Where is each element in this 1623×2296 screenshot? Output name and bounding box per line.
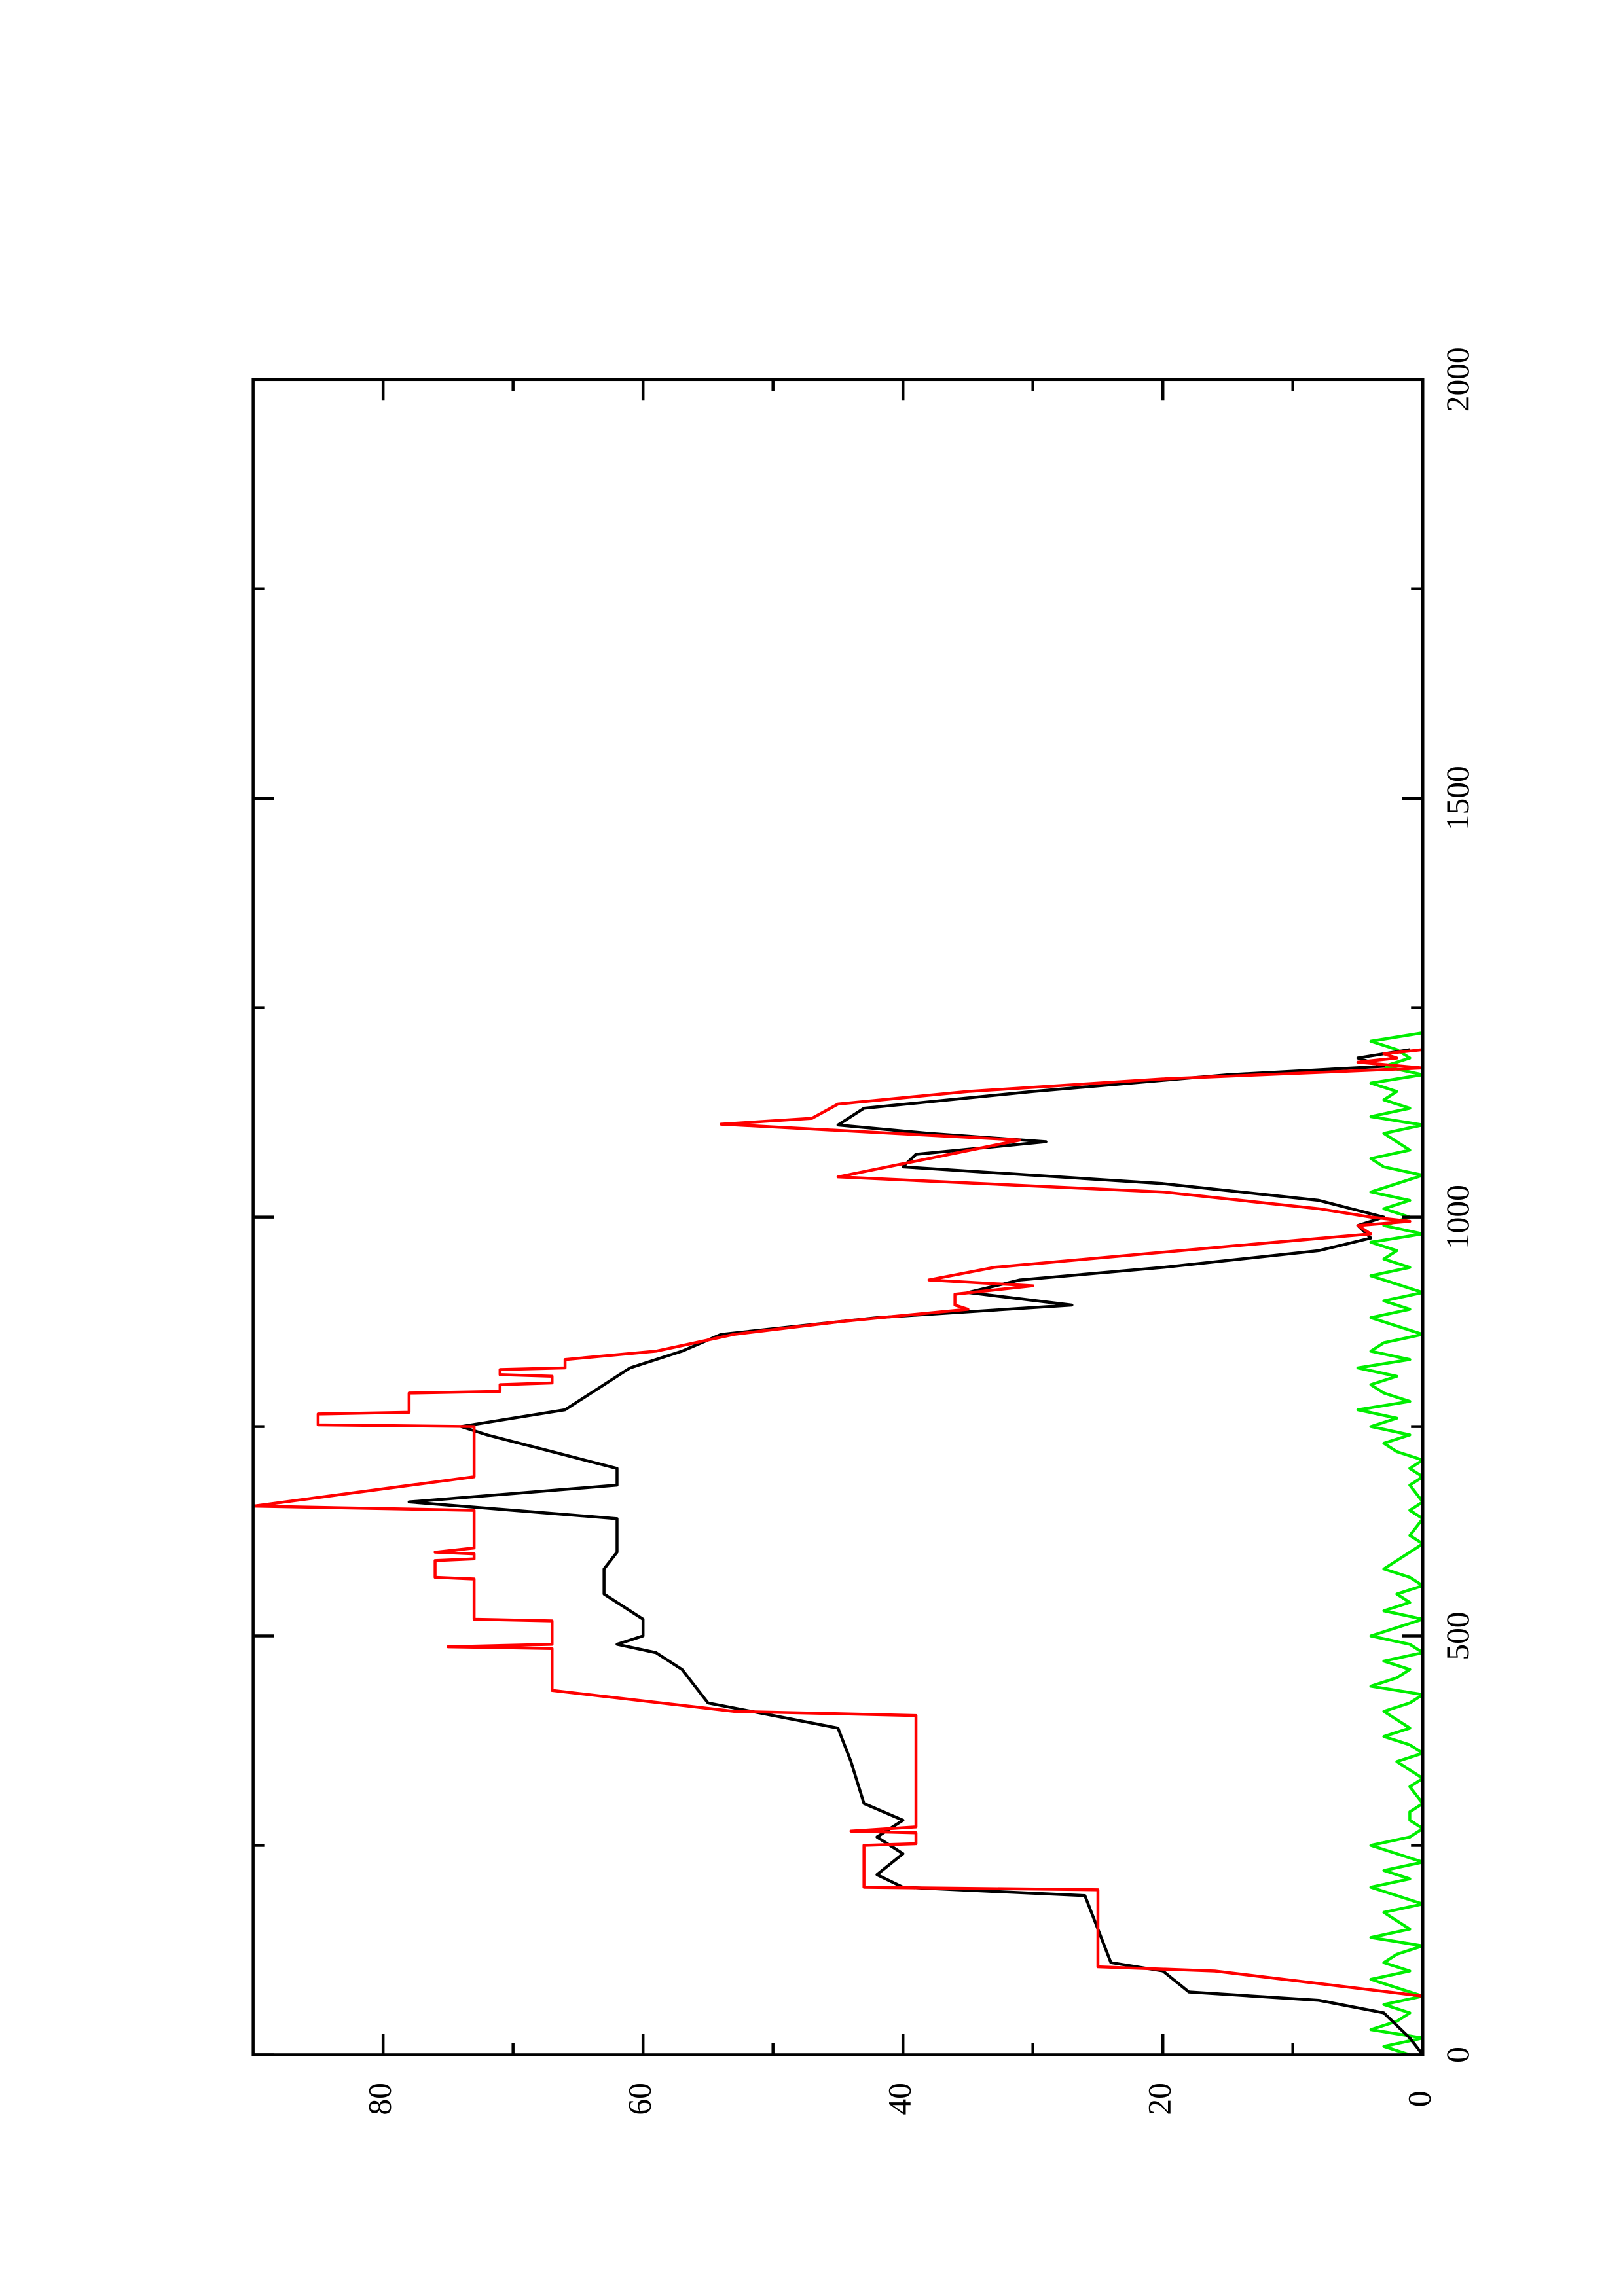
y-tick-label: 80 (362, 2083, 398, 2115)
y-tick-label: 20 (1142, 2083, 1178, 2115)
x-tick-label: 1000 (1440, 1185, 1476, 1249)
y-tick-label: 0 (1402, 2091, 1438, 2108)
x-tick-label: 2000 (1440, 347, 1476, 412)
x-tick-label: 0 (1440, 2047, 1476, 2063)
x-tick-label: 1500 (1440, 766, 1476, 831)
x-tick-label: 500 (1440, 1611, 1476, 1660)
y-tick-label: 40 (882, 2083, 918, 2115)
series-line (407, 1048, 1425, 2056)
y-tick-label: 60 (622, 2083, 658, 2115)
series-line (251, 1048, 1425, 2055)
